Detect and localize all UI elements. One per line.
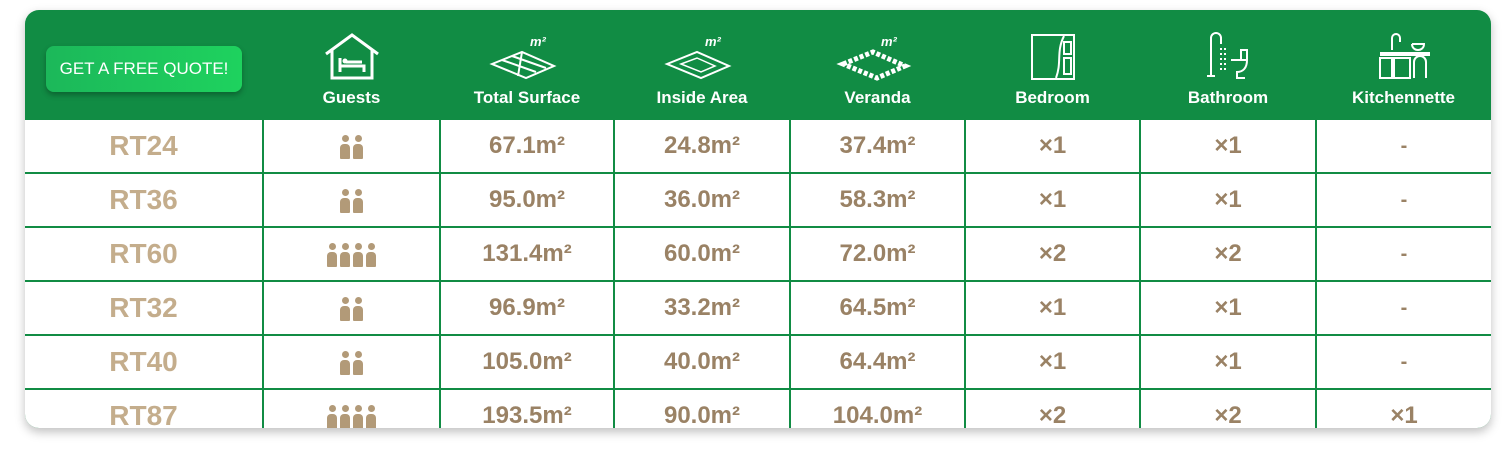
header-bedroom: Bedroom <box>965 10 1140 119</box>
kitchennette-count: ×1 <box>1315 388 1491 428</box>
svg-text:m²: m² <box>705 34 722 49</box>
header-bathroom: Bathroom <box>1140 10 1316 119</box>
bathroom-count: ×1 <box>1139 334 1317 390</box>
get-quote-button[interactable]: GET A FREE QUOTE! <box>45 46 243 92</box>
kitchennette-count: - <box>1315 280 1491 336</box>
inside-area: 24.8m² <box>613 118 791 174</box>
person-icon <box>340 134 350 159</box>
person-icon <box>366 404 376 428</box>
table-row: RT60 131.4m² 60.0m² 72.0m² ×2 ×2- <box>25 226 1491 282</box>
model-name: RT36 <box>25 172 264 228</box>
person-icon <box>327 242 337 267</box>
inside-area: 60.0m² <box>613 226 791 282</box>
header-guests: Guests <box>263 10 440 119</box>
total-surface: 105.0m² <box>439 334 615 390</box>
kitchennette-count: - <box>1315 334 1491 390</box>
person-icon <box>340 350 350 375</box>
guests-cell <box>262 334 441 390</box>
shower-toilet-icon <box>1207 32 1249 79</box>
bedroom-count: ×1 <box>964 118 1141 174</box>
veranda: 37.4m² <box>789 118 966 174</box>
total-surface: 67.1m² <box>439 118 615 174</box>
total-surface: 131.4m² <box>439 226 615 282</box>
guest-icons <box>340 188 363 213</box>
model-name: RT40 <box>25 334 264 390</box>
veranda: 72.0m² <box>789 226 966 282</box>
total-surface: 95.0m² <box>439 172 615 228</box>
guests-cell <box>262 118 441 174</box>
guests-cell <box>262 280 441 336</box>
bedroom-count: ×1 <box>964 334 1141 390</box>
quote-cell: GET A FREE QUOTE! <box>25 10 263 119</box>
total-surface: 96.9m² <box>439 280 615 336</box>
veranda: 58.3m² <box>789 172 966 228</box>
total-surface: 193.5m² <box>439 388 615 428</box>
person-icon <box>327 404 337 428</box>
person-icon <box>340 404 350 428</box>
header-total-surface: m² Total Surface <box>473 34 581 107</box>
person-icon <box>353 350 363 375</box>
guests-cell <box>262 226 441 282</box>
guest-icons <box>340 350 363 375</box>
guests-cell <box>262 172 441 228</box>
bedroom-count: ×2 <box>964 226 1141 282</box>
guest-icons <box>340 134 363 159</box>
table-row: RT24 67.1m² 24.8m² 37.4m² ×1 ×1- <box>25 118 1491 174</box>
guests-cell <box>262 388 441 428</box>
veranda-icon: m² <box>835 34 911 81</box>
bedroom-count: ×1 <box>964 280 1141 336</box>
table-row: RT36 95.0m² 36.0m² 58.3m² ×1 ×1- <box>25 172 1491 228</box>
person-icon <box>353 404 363 428</box>
house-bed-icon <box>324 33 379 80</box>
model-name: RT32 <box>25 280 264 336</box>
kitchen-icon <box>1378 33 1430 79</box>
model-name: RT60 <box>25 226 264 282</box>
table-row: RT87 193.5m² 90.0m² 104.0m² ×2 ×2 ×1 <box>25 388 1491 428</box>
inside-area: 40.0m² <box>613 334 791 390</box>
floor-area-icon: m² <box>489 34 557 80</box>
person-icon <box>353 242 363 267</box>
person-icon <box>340 242 350 267</box>
svg-text:m²: m² <box>881 34 898 49</box>
inside-area-icon: m² <box>664 34 732 80</box>
bathroom-count: ×2 <box>1139 388 1317 428</box>
model-name: RT87 <box>25 388 264 428</box>
bathroom-count: ×2 <box>1139 226 1317 282</box>
person-icon <box>340 188 350 213</box>
bathroom-count: ×1 <box>1139 280 1317 336</box>
veranda: 64.5m² <box>789 280 966 336</box>
guest-icons <box>327 404 376 428</box>
model-name: RT24 <box>25 118 264 174</box>
person-icon <box>353 296 363 321</box>
table-row: RT32 96.9m² 33.2m² 64.5m² ×1 ×1- <box>25 280 1491 336</box>
inside-area: 90.0m² <box>613 388 791 428</box>
guest-icons <box>340 296 363 321</box>
bedroom-count: ×2 <box>964 388 1141 428</box>
inside-area: 33.2m² <box>613 280 791 336</box>
svg-text:m²: m² <box>530 34 547 49</box>
bedroom-count: ×1 <box>964 172 1141 228</box>
bathroom-count: ×1 <box>1139 172 1317 228</box>
wardrobe-icon <box>1030 34 1075 80</box>
kitchennette-count: - <box>1315 172 1491 228</box>
bathroom-count: ×1 <box>1139 118 1317 174</box>
guest-icons <box>327 242 376 267</box>
comparison-table: GET A FREE QUOTE! Guests m² Total Surfac… <box>25 10 1491 428</box>
kitchennette-count: - <box>1315 226 1491 282</box>
comparison-table-card: GET A FREE QUOTE! Guests m² Total Surfac… <box>25 10 1491 428</box>
inside-area: 36.0m² <box>613 172 791 228</box>
person-icon <box>366 242 376 267</box>
header-inside-area: m² Inside Area <box>656 34 748 107</box>
person-icon <box>353 188 363 213</box>
header-kitchennette: Kitchennette <box>1316 10 1491 119</box>
person-icon <box>340 296 350 321</box>
veranda: 64.4m² <box>789 334 966 390</box>
kitchennette-count: - <box>1315 118 1491 174</box>
veranda: 104.0m² <box>789 388 966 428</box>
table-row: RT40 105.0m² 40.0m² 64.4m² ×1 ×1- <box>25 334 1491 390</box>
header-veranda: m² Veranda <box>790 10 965 119</box>
person-icon <box>353 134 363 159</box>
